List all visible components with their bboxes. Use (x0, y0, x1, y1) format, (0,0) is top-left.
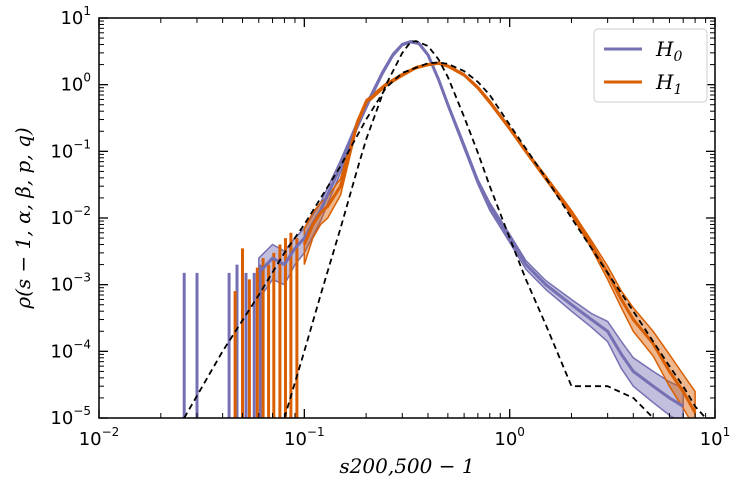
x-axis-label: s200,500 − 1 (339, 454, 474, 478)
spike-lines (182, 232, 299, 418)
legend-box (593, 28, 708, 103)
legend-label: H1 (655, 70, 682, 98)
tick-label: 10−1 (284, 425, 325, 450)
tick-label: 10−2 (50, 204, 91, 229)
tick-label: 101 (60, 4, 91, 29)
tick-label: 10−2 (79, 425, 120, 450)
tick-label: 101 (700, 425, 731, 450)
series-lines (183, 40, 707, 418)
tick-label: 10−5 (50, 404, 91, 429)
series-line-h0 (257, 40, 684, 408)
tick-label: 10−4 (50, 337, 91, 362)
tick-label: 10−1 (50, 137, 91, 162)
y-axis-label: ρ(s − 1, α, β, p, q) (11, 127, 35, 309)
tick-label: 10−3 (50, 271, 91, 296)
tick-label: 100 (494, 425, 525, 450)
series-line-h1 (302, 61, 697, 414)
fit-dashed-line-2 (283, 40, 654, 418)
x-axis-ticks: 10−2 10−1 100 101 (79, 18, 731, 450)
legend-label: H0 (655, 37, 682, 65)
tick-label: 100 (60, 71, 91, 96)
fit-dashed-line-3 (183, 61, 707, 418)
